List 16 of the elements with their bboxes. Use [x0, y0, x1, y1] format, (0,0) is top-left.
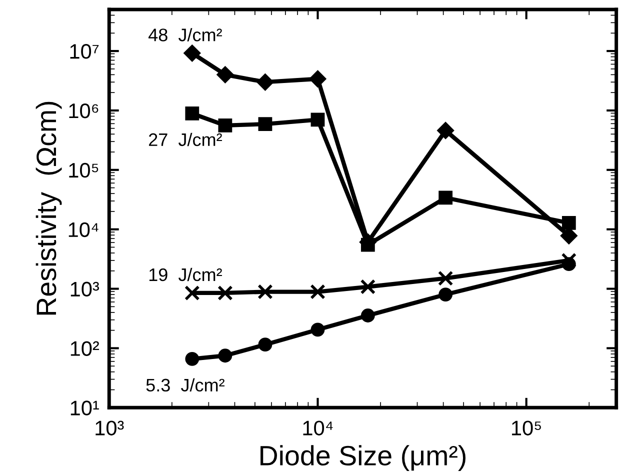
x-tick-label: 10⁴ — [303, 420, 333, 436]
x-tick-label: 10³ — [96, 420, 124, 436]
y-tick-label: 10² — [70, 341, 100, 356]
y-tick-label: 10⁶ — [69, 103, 98, 118]
y-tick-label: 10⁵ — [69, 162, 98, 178]
y-tick-label: 10³ — [70, 282, 100, 297]
y-tick-label: 10⁷ — [70, 44, 99, 59]
series-label: 19 J/cm² — [149, 268, 222, 282]
x-tick-label: 10⁵ — [512, 420, 541, 436]
legend-label: 48 J/cm² — [148, 28, 222, 42]
y-tick-label: 10⁴ — [68, 222, 98, 238]
series-label: 5.3 J/cm² — [146, 378, 224, 392]
series-label: 27 J/cm² — [148, 132, 222, 146]
x-axis-title: Diode Size (μm²) — [260, 445, 466, 471]
y-axis-title: Resistivity (Ωcm) — [36, 102, 62, 315]
y-tick-label: 10¹ — [70, 400, 99, 416]
